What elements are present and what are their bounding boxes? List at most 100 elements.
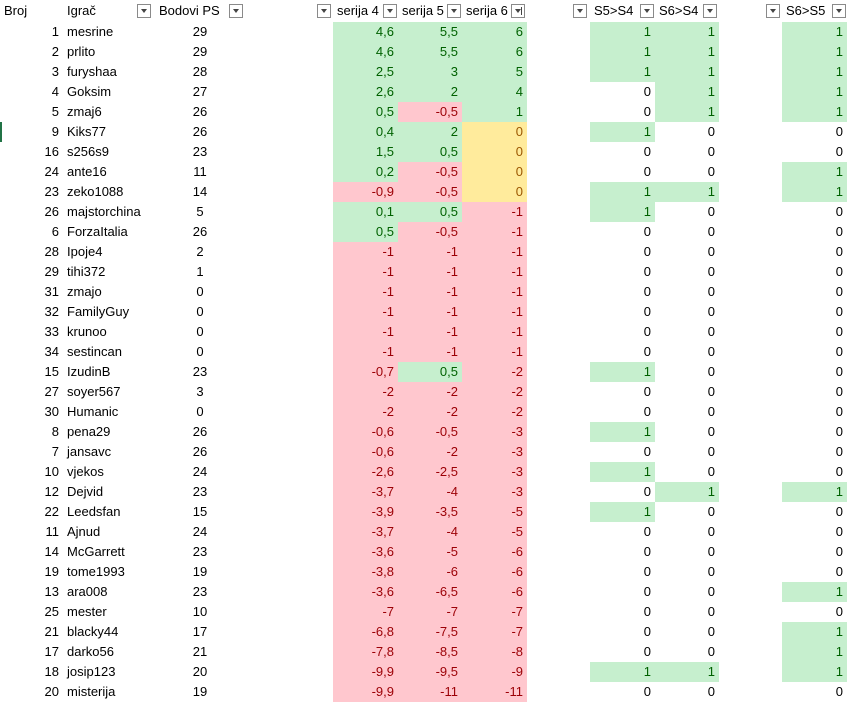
filter-button[interactable] <box>137 4 151 18</box>
cell: 1 <box>782 662 847 682</box>
cell: 0 <box>196 304 204 319</box>
cell: 1 <box>782 82 847 102</box>
cell: 27 <box>44 384 59 399</box>
filter-button[interactable] <box>383 4 397 18</box>
cell: 0 <box>835 564 843 579</box>
cell: 4,6 <box>333 42 398 62</box>
cell: 27 <box>192 84 208 99</box>
cell: 0 <box>643 644 651 659</box>
cell: -1 <box>462 242 527 262</box>
filter-button[interactable] <box>317 4 331 18</box>
cell: 0,1 <box>333 202 398 222</box>
cell: 15 <box>44 364 59 379</box>
column-header: serija 4 <box>337 3 379 18</box>
cell: 1 <box>590 362 655 382</box>
cell: -3,9 <box>333 502 398 522</box>
cell: 0 <box>707 624 715 639</box>
cell: -9,9 <box>333 682 398 702</box>
filter-button[interactable] <box>447 4 461 18</box>
cell: -1 <box>333 282 398 302</box>
cell: 0 <box>643 684 651 699</box>
cell: 0 <box>835 684 843 699</box>
cell: ante16 <box>67 164 107 179</box>
cell: -9,5 <box>398 662 462 682</box>
cell: -1 <box>462 222 527 242</box>
cell: 18 <box>44 664 59 679</box>
cell: 1 <box>655 102 719 122</box>
cell: -0,9 <box>333 182 398 202</box>
cell: 0 <box>835 124 843 139</box>
cell: -5 <box>398 542 462 562</box>
cell: -1 <box>462 342 527 362</box>
cell: 26 <box>192 424 208 439</box>
filter-button[interactable] <box>832 4 846 18</box>
cell: -1 <box>333 322 398 342</box>
cell: -1 <box>462 322 527 342</box>
cell: 1 <box>782 102 847 122</box>
cell: 26 <box>192 124 208 139</box>
cell: 1 <box>782 62 847 82</box>
filter-button[interactable] <box>640 4 654 18</box>
cell: 2,6 <box>333 82 398 102</box>
cell: 0,5 <box>333 222 398 242</box>
cell: 29 <box>192 24 208 39</box>
cell: -6,5 <box>398 582 462 602</box>
cell: -1 <box>333 262 398 282</box>
cell: -6 <box>398 562 462 582</box>
cell: 0 <box>835 244 843 259</box>
cell: krunoo <box>67 324 107 339</box>
cell: -7,8 <box>333 642 398 662</box>
cell: 5 <box>196 204 204 219</box>
cell: 1 <box>590 42 655 62</box>
cell: 0 <box>643 624 651 639</box>
cell: -1 <box>333 302 398 322</box>
cell: -2 <box>398 402 462 422</box>
cell: 0 <box>196 324 204 339</box>
cell: 0 <box>707 264 715 279</box>
cell: -2 <box>462 362 527 382</box>
cell: 0 <box>835 464 843 479</box>
cell: 0,5 <box>333 102 398 122</box>
cell: -2 <box>462 382 527 402</box>
cell: 1 <box>782 622 847 642</box>
cell: 0 <box>707 324 715 339</box>
cell: 0 <box>643 304 651 319</box>
cell: zeko1088 <box>67 184 124 199</box>
cell: 1 <box>590 62 655 82</box>
cell: jansavc <box>67 444 112 459</box>
cell: darko56 <box>67 644 114 659</box>
cell: 24 <box>192 464 208 479</box>
cell: 0 <box>835 284 843 299</box>
cell: mester <box>67 604 107 619</box>
cell: 0 <box>643 384 651 399</box>
cell: 12 <box>44 484 59 499</box>
cell: 2 <box>398 82 462 102</box>
cell: 22 <box>44 504 59 519</box>
cell: 10 <box>44 464 59 479</box>
cell: 0 <box>707 604 715 619</box>
cell: 0 <box>835 504 843 519</box>
cell: Ipoje4 <box>67 244 103 259</box>
cell: 20 <box>192 664 208 679</box>
filter-button[interactable] <box>511 4 525 18</box>
filter-button[interactable] <box>703 4 717 18</box>
cell: 1 <box>782 22 847 42</box>
cell: 1 <box>782 182 847 202</box>
cell: 0,5 <box>398 142 462 162</box>
column-header: S6>S4 <box>659 3 699 18</box>
cell: 5,5 <box>398 22 462 42</box>
cell: -1 <box>462 302 527 322</box>
filter-button[interactable] <box>573 4 587 18</box>
filter-button[interactable] <box>229 4 243 18</box>
cell: 0 <box>707 364 715 379</box>
cell: -1 <box>398 282 462 302</box>
cell: 0 <box>835 544 843 559</box>
cell: -3,5 <box>398 502 462 522</box>
cell: 1 <box>782 42 847 62</box>
cell: -11 <box>398 682 462 702</box>
cell: 0 <box>462 142 527 162</box>
cell: -4 <box>398 522 462 542</box>
cell: -0,5 <box>398 182 462 202</box>
filter-button[interactable] <box>766 4 780 18</box>
